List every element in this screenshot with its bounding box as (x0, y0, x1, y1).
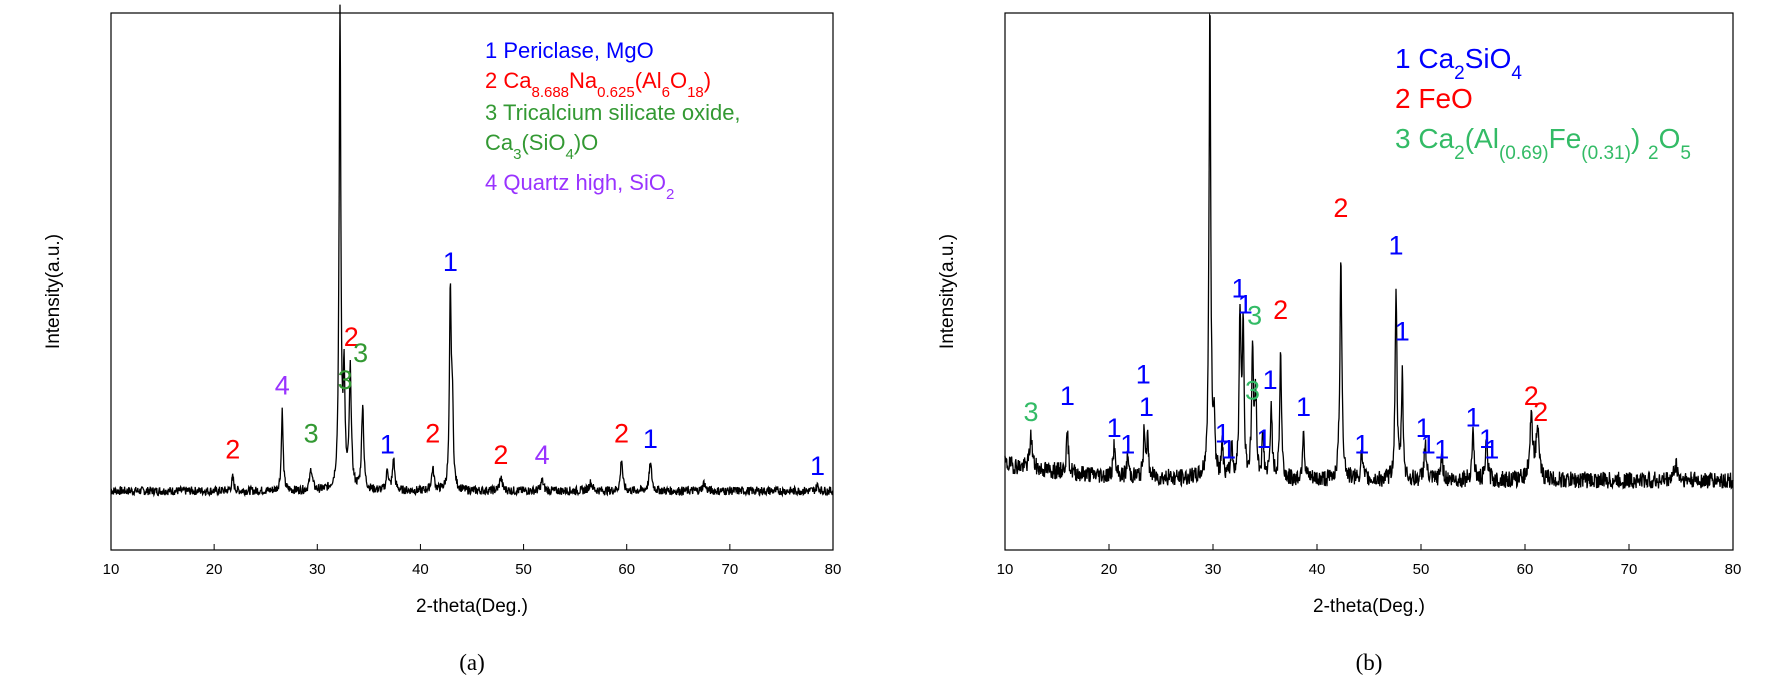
x-axis-label: 2-theta(Deg.) (416, 596, 528, 617)
xrd-pattern-line (110, 4, 834, 498)
peak-label: 1 (1238, 290, 1253, 320)
peak-label: 1 (1221, 435, 1236, 465)
peak-label: 3 (1247, 300, 1262, 330)
peak-label: 1 (1231, 274, 1246, 304)
x-tick-label: 70 (722, 561, 739, 578)
y-axis-label: Intensity(a.u.) (43, 234, 64, 349)
x-tick-label: 30 (309, 561, 326, 578)
peak-label: 1 (1107, 413, 1122, 443)
x-tick-label: 10 (997, 561, 1014, 578)
x-tick-label: 20 (206, 561, 223, 578)
peak-label: 1 (1484, 435, 1499, 465)
legend-entry: Ca3(SiO4)O (485, 130, 598, 163)
peak-label: 3 (1245, 376, 1260, 406)
peak-label: 1 (1060, 381, 1075, 411)
peak-label: 1 (1296, 392, 1311, 422)
x-tick-label: 40 (1309, 561, 1326, 578)
peak-label: 1 (1120, 429, 1135, 459)
peak-label: 3 (353, 338, 368, 368)
legend-entry: 2 Ca8.688Na0.625(Al6O18) (485, 68, 711, 101)
x-tick-label: 30 (1205, 561, 1222, 578)
peak-label: 1 (443, 247, 458, 277)
x-tick-label: 60 (618, 561, 635, 578)
peak-label: 1 (1395, 317, 1410, 347)
peak-label: 1 (380, 429, 395, 459)
peak-label: 2 (1533, 397, 1548, 427)
peak-label: 1 (1263, 365, 1278, 395)
x-tick-label: 20 (1101, 561, 1118, 578)
peak-label: 1 (1389, 231, 1404, 261)
peak-label: 1 (1215, 419, 1230, 449)
x-tick-label: 40 (412, 561, 429, 578)
peak-label: 1 (1136, 360, 1151, 390)
peak-label: 3 (304, 419, 319, 449)
peak-label: 2 (1273, 295, 1288, 325)
plot-frame (1004, 12, 1734, 551)
peak-label: 2 (1333, 193, 1348, 223)
phase-legend: 1 Periclase, MgO 2 Ca8.688Na0.625(Al6O18)… (485, 38, 741, 203)
legend-entry: 1 Ca2SiO4 (1395, 43, 1522, 84)
peak-label: 2 (225, 435, 240, 465)
legend-entry: 2 FeO (1395, 83, 1473, 114)
peak-label: 2 (614, 419, 629, 449)
x-tick-label: 50 (1413, 561, 1430, 578)
peak-label: 1 (810, 451, 825, 481)
x-tick-label: 70 (1621, 561, 1638, 578)
peak-label: 1 (1421, 429, 1436, 459)
peak-label: 1 (1139, 392, 1154, 422)
x-tick-label: 80 (1725, 561, 1742, 578)
peak-label: 3 (338, 365, 353, 395)
x-tick-label: 80 (825, 561, 842, 578)
y-axis-label: Intensity(a.u.) (937, 234, 958, 349)
peak-label: 2 (1524, 381, 1539, 411)
peak-label: 2 (425, 419, 440, 449)
peak-label: 1 (1434, 435, 1449, 465)
peak-label: 1 (1256, 424, 1271, 454)
peak-label: 4 (535, 440, 550, 470)
legend-entry: 3 Tricalcium silicate oxide, (485, 100, 741, 125)
peak-label: 1 (643, 424, 658, 454)
x-tick-label: 10 (103, 561, 120, 578)
peak-label: 3 (332, 0, 347, 3)
x-axis-label: 2-theta(Deg.) (1313, 596, 1425, 617)
x-tick-label: 50 (515, 561, 532, 578)
plot-frame (110, 12, 834, 551)
panel-caption: (b) (1356, 650, 1383, 675)
xrd-panel-1: 10 20 30 40 50 60 70 80 2-theta(Deg.) Intensity(a… (43, 0, 841, 675)
legend-entry: 3 Ca2(Al(0.69)Fe(0.31)) 2O5 (1395, 123, 1691, 164)
legend-entry: 4 Quartz high, SiO2 (485, 170, 674, 203)
peak-label: 2 (493, 440, 508, 470)
peak-label: 2 (344, 322, 359, 352)
legend-entry: 1 Periclase, MgO (485, 38, 654, 63)
peak-label: 1 (1354, 429, 1369, 459)
peak-label: 4 (275, 370, 290, 400)
x-tick-label: 60 (1517, 561, 1534, 578)
xrd-panel-2: 10 20 30 40 50 60 70 80 2-theta(Deg.) Intensity(a… (937, 12, 1742, 675)
peak-label: 1 (1416, 413, 1431, 443)
peak-label: 3 (1023, 397, 1038, 427)
xrd-pattern-line (1004, 12, 1734, 490)
peak-label: 1 (1479, 424, 1494, 454)
peak-label: 1 (1465, 402, 1480, 432)
panel-caption: (a) (459, 650, 485, 675)
